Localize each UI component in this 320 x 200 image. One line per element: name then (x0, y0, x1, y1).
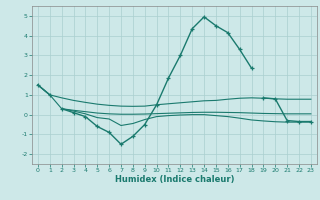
X-axis label: Humidex (Indice chaleur): Humidex (Indice chaleur) (115, 175, 234, 184)
